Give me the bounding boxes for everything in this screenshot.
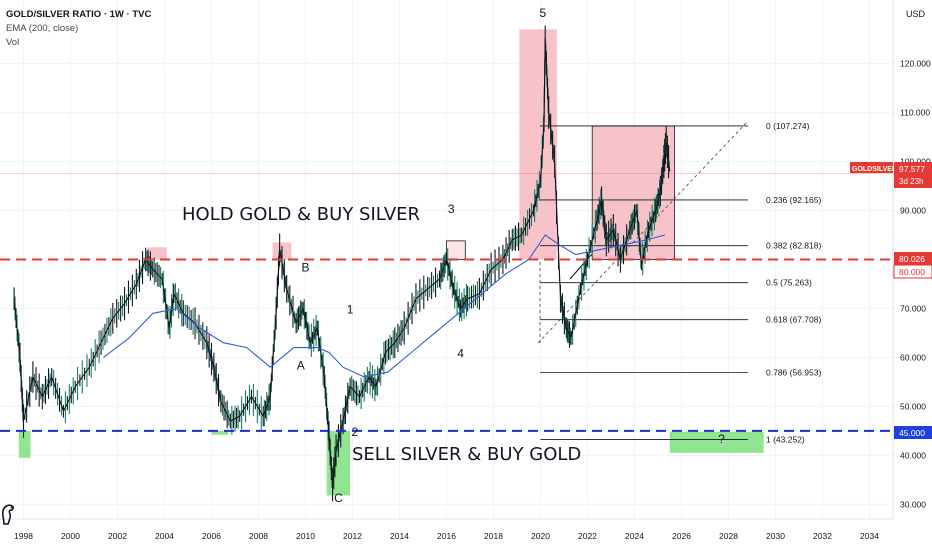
red-line-value-badge [894,252,932,265]
horizontal-levels [0,173,893,432]
x-tick-label: 2006 [202,531,221,541]
x-tick-label: 2032 [813,531,832,541]
red-zone [148,247,167,260]
symbol-badge [850,162,893,173]
red-line-value-text: 80.026 [899,254,925,264]
red-outline-zone [446,240,466,260]
x-tick-label: 2022 [578,531,597,541]
x-tick-label: 2030 [766,531,785,541]
y-tick-label: 90.000 [900,206,926,216]
wave-label: 4 [457,346,464,360]
y-tick-label: 30.000 [900,499,926,509]
sell-annotation: SELL SILVER & BUY GOLD [352,444,581,465]
wave-label: 5 [540,6,547,20]
green-zone [669,431,764,453]
y-tick-label: 50.000 [900,401,926,411]
fib-level-label: 0.786 (56.953) [766,367,821,377]
x-tick-label: 2002 [108,531,127,541]
volume-indicator-label[interactable]: Vol [6,37,20,48]
fibonacci-retracement: 0 (107.274) 0.236 (92.165) 0.382 (82.818) 0… [540,121,821,444]
y-tick-label: 100.000 [900,157,931,167]
x-tick-label: 2028 [719,531,738,541]
blue-line-level-badge [894,426,932,439]
fib-trend-line [537,120,749,344]
x-tick-label: 2016 [437,531,456,541]
x-tick-label: 2024 [625,531,644,541]
chart-title: GOLD/SILVER RATIO · 1W · TVC [6,9,152,20]
symbol-badge-text: GOLDSILVER [852,166,897,173]
tradingview-logo-icon [1,504,14,525]
fib-level-label: 0.236 (92.165) [766,195,821,205]
wave-labels: 5 3 B 1 A 4 2 C? [297,6,725,505]
countdown-text: 3d 23h [899,177,923,186]
ema-line [103,234,666,378]
y-tick-label: 110.000 [900,108,930,118]
x-tick-label: 2018 [484,531,503,541]
last-price-badge [894,162,932,188]
x-tick-label: 2020 [531,531,550,541]
x-tick-label: 1998 [14,531,33,541]
wave-label: 1 [347,302,354,316]
currency-label: USD [906,9,926,19]
red-zone [592,125,675,260]
wave-label: A [297,359,305,373]
y-tick-label: 120.000 [900,59,931,69]
last-price-text: 97.577 [899,164,925,174]
fib-level-label: 0.5 (75.263) [766,278,812,288]
series [13,25,671,502]
wave-label: C [334,491,343,505]
wave-label: 2 [352,425,359,439]
ema-indicator-label[interactable]: EMA (200, close) [6,23,79,34]
time-axis[interactable]: 1998 2000 2002 2004 2006 2008 2010 2012 2014 2016… [0,518,893,541]
wave-label: ? [718,432,725,446]
price-line [13,38,671,486]
blue-line-level-text: 45.000 [899,428,925,438]
y-tick-label: 40.000 [900,450,926,460]
hold-annotation: HOLD GOLD & BUY SILVER [182,204,420,225]
zones [18,29,764,496]
red-line-level-text: 80.000 [899,267,925,277]
y-tick-label: 60.000 [900,352,926,362]
green-zone [18,430,31,458]
price-badges: GOLDSILVER 97.577 3d 23h 80.026 80.000 4… [850,162,932,439]
x-tick-label: 2004 [155,531,174,541]
green-zone [211,430,228,435]
wave-label: 3 [448,202,455,216]
x-tick-label: 2000 [61,531,80,541]
x-tick-label: 2034 [860,531,879,541]
wave-label: B [301,261,309,275]
fib-level-label: 0.618 (67.708) [766,315,821,325]
x-tick-label: 2010 [296,531,315,541]
x-tick-label: 2012 [343,531,362,541]
y-tick-label: 70.000 [900,303,926,313]
x-tick-label: 2026 [672,531,691,541]
red-line-level-badge [893,264,932,279]
x-tick-label: 2008 [249,531,268,541]
fib-level-label: 1 (43.252) [766,434,805,444]
annotations: HOLD GOLD & BUY SILVER SELL SILVER & BUY… [182,204,581,465]
fib-level-label: 0 (107.274) [766,121,810,131]
x-tick-label: 2014 [390,531,409,541]
price-axis[interactable]: USD 30.000 40.000 50.000 60.000 70.000 80.000… [892,0,931,519]
fib-level-label: 0.382 (82.818) [766,241,821,251]
